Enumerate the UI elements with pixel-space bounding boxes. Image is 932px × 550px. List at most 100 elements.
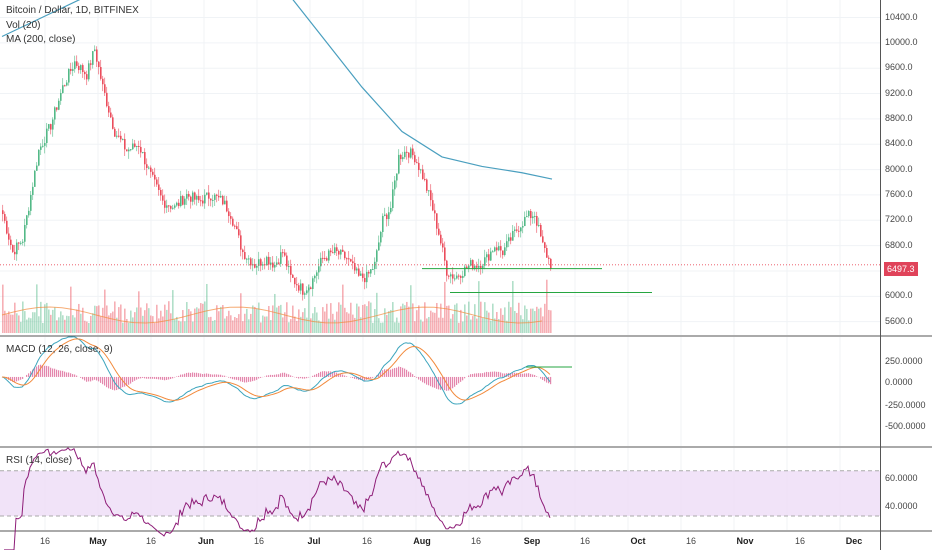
volume-bar xyxy=(256,308,258,333)
volume-label: Vol (20) xyxy=(6,20,41,31)
macd-histogram-bar xyxy=(266,375,268,377)
macd-histogram-bar xyxy=(154,376,156,379)
candle xyxy=(462,275,464,278)
candle xyxy=(152,171,154,175)
candle xyxy=(16,242,18,255)
macd-histogram-bar xyxy=(298,376,300,379)
volume-bar xyxy=(546,279,548,333)
candle xyxy=(414,155,416,163)
volume-bar xyxy=(398,322,400,333)
candle xyxy=(124,139,126,150)
candle xyxy=(498,246,500,251)
macd-histogram-bar xyxy=(300,376,302,379)
macd-histogram-bar xyxy=(66,372,68,377)
macd-histogram-bar xyxy=(112,376,114,390)
macd-histogram-bar xyxy=(20,376,22,380)
rsi-tick-label: 40.0000 xyxy=(885,501,918,511)
macd-histogram-bar xyxy=(204,373,206,377)
price-tick-label: 7600.0 xyxy=(885,188,913,199)
macd-histogram-bar xyxy=(200,373,202,377)
candle xyxy=(240,235,242,250)
macd-tick-label: 0.0000 xyxy=(885,377,913,387)
macd-histogram-bar xyxy=(456,376,458,385)
volume-bar xyxy=(252,305,254,333)
volume-bar xyxy=(216,305,218,333)
volume-bar xyxy=(250,313,252,333)
candle xyxy=(336,247,338,251)
macd-histogram-bar xyxy=(270,374,272,377)
candle xyxy=(82,65,84,73)
macd-histogram-bar xyxy=(280,373,282,377)
macd-histogram-bar xyxy=(386,369,388,377)
macd-histogram-bar xyxy=(302,376,304,379)
candle xyxy=(272,262,274,268)
volume-bar xyxy=(308,284,310,333)
candle xyxy=(170,206,172,209)
macd-histogram-bar xyxy=(138,376,140,379)
macd-histogram-bar xyxy=(34,367,36,377)
macd-histogram-bar xyxy=(174,376,176,378)
macd-histogram-bar xyxy=(88,376,90,382)
volume-bar xyxy=(146,303,148,333)
candle xyxy=(66,82,68,86)
candle xyxy=(50,124,52,130)
volume-bar xyxy=(128,322,130,333)
volume-bar xyxy=(296,320,298,333)
macd-histogram-bar xyxy=(56,369,58,377)
candle xyxy=(116,135,118,137)
candle xyxy=(486,254,488,258)
candle xyxy=(182,196,184,205)
candle xyxy=(174,205,176,208)
volume-bar xyxy=(106,305,108,333)
macd-histogram-bar xyxy=(178,375,180,377)
candle xyxy=(250,258,252,266)
volume-bar xyxy=(490,320,492,333)
candle xyxy=(390,207,392,213)
candle xyxy=(244,252,246,260)
candle xyxy=(42,145,44,147)
volume-bar xyxy=(492,303,494,333)
candle xyxy=(476,265,478,268)
macd-histogram-bar xyxy=(342,374,344,377)
candle xyxy=(396,173,398,181)
volume-bar xyxy=(120,304,122,333)
macd-histogram-bar xyxy=(344,375,346,377)
candle xyxy=(520,227,522,232)
volume-bar xyxy=(498,319,500,333)
candle xyxy=(4,214,6,221)
candle xyxy=(234,225,236,227)
volume-bar xyxy=(184,321,186,333)
candle xyxy=(56,107,58,110)
volume-bar xyxy=(158,318,160,333)
volume-bar xyxy=(218,311,220,333)
macd-histogram-bar xyxy=(106,376,108,388)
candle xyxy=(542,236,544,243)
time-tick-label: Sep xyxy=(523,536,541,546)
candle xyxy=(176,202,178,206)
volume-bar xyxy=(322,307,324,333)
macd-histogram-bar xyxy=(496,371,498,377)
macd-histogram-bar xyxy=(372,376,374,378)
volume-bar xyxy=(466,315,468,333)
macd-histogram-bar xyxy=(542,376,544,380)
candle xyxy=(376,250,378,262)
macd-histogram-bar xyxy=(126,376,128,386)
macd-label: MACD (12, 26, close, 9) xyxy=(6,344,113,355)
candle xyxy=(544,242,546,249)
volume-bar xyxy=(272,305,274,333)
macd-histogram-bar xyxy=(158,376,160,380)
candle xyxy=(62,85,64,93)
candle xyxy=(90,63,92,65)
candle xyxy=(510,237,512,241)
macd-histogram-bar xyxy=(58,370,60,377)
macd-histogram-bar xyxy=(404,368,406,377)
candle xyxy=(342,249,344,252)
macd-histogram-bar xyxy=(224,375,226,377)
volume-bar xyxy=(34,312,36,333)
volume-bar xyxy=(528,320,530,333)
candle xyxy=(154,174,156,180)
candle xyxy=(380,232,382,243)
macd-histogram-bar xyxy=(26,374,28,377)
macd-histogram-bar xyxy=(128,376,130,385)
